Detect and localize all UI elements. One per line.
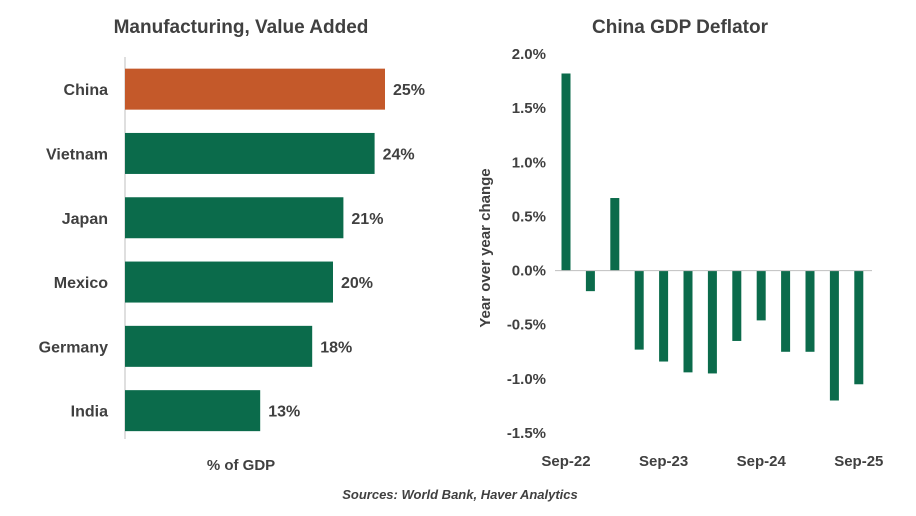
right-chart-ylabel: Year over year change [477, 168, 494, 327]
bar-vietnam [125, 132, 375, 174]
source-note: Sources: World Bank, Haver Analytics [342, 487, 578, 502]
value-label: 21% [351, 211, 383, 228]
bar-india [125, 390, 261, 432]
x-tick-label: Sep-25 [834, 453, 883, 470]
category-label: Mexico [54, 275, 108, 292]
bar-germany [125, 325, 313, 367]
right-y-ticks: 2.0% 1.5% 1.0% 0.5% 0.0% -0.5% -1.0% -1.5% [507, 46, 546, 442]
y-tick-label: 1.5% [512, 100, 546, 117]
category-label: Vietnam [46, 146, 108, 163]
value-label: 25% [393, 82, 425, 99]
x-tick-label: Sep-22 [541, 453, 590, 470]
x-tick-label: Sep-23 [639, 453, 688, 470]
left-bars: China 25% Vietnam 24% Japan 21% Mexico 20% Germa… [39, 68, 425, 432]
right-bars [561, 73, 864, 401]
deflator-bar [659, 270, 669, 362]
bar-china [125, 68, 385, 110]
bar-japan [125, 197, 344, 239]
y-tick-label: 2.0% [512, 46, 546, 63]
manufacturing-chart: Manufacturing, Value Added China 25% Vietn… [39, 17, 425, 474]
bar-mexico [125, 261, 333, 303]
deflator-bar [732, 270, 742, 341]
y-tick-label: -1.5% [507, 425, 546, 442]
y-tick-label: -0.5% [507, 317, 546, 334]
x-tick-label: Sep-24 [737, 453, 787, 470]
deflator-bar [683, 270, 693, 373]
y-tick-label: 0.5% [512, 208, 546, 225]
category-label: India [71, 404, 108, 421]
value-label: 18% [320, 339, 352, 356]
deflator-bar [610, 198, 620, 271]
left-chart-title: Manufacturing, Value Added [114, 17, 369, 38]
category-label: Germany [39, 339, 108, 356]
value-label: 13% [268, 404, 300, 421]
value-label: 20% [341, 275, 373, 292]
deflator-bar [805, 270, 815, 352]
category-label: Japan [62, 211, 108, 228]
deflator-bar [707, 270, 717, 374]
deflator-bar [829, 270, 839, 401]
deflator-bar [756, 270, 766, 321]
right-x-ticks: Sep-22 Sep-23 Sep-24 Sep-25 [541, 453, 883, 470]
y-tick-label: 1.0% [512, 154, 546, 171]
category-label: China [64, 82, 109, 99]
deflator-bar [854, 270, 864, 385]
deflator-bar [585, 270, 595, 292]
y-tick-label: 0.0% [512, 263, 546, 280]
deflator-bar [781, 270, 791, 352]
deflator-bar [634, 270, 644, 350]
value-label: 24% [383, 146, 415, 163]
left-chart-xlabel: % of GDP [207, 457, 275, 474]
deflator-bar [561, 73, 571, 271]
right-chart-title: China GDP Deflator [592, 17, 769, 38]
y-tick-label: -1.0% [507, 371, 546, 388]
gdp-deflator-chart: China GDP Deflator Year over year change… [477, 17, 883, 470]
